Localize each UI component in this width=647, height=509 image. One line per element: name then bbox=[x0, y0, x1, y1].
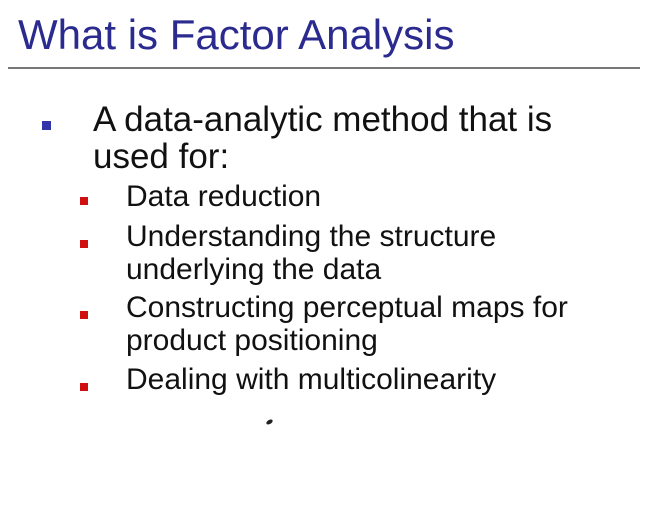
bullet-square-icon bbox=[80, 197, 88, 205]
bullet-square-icon bbox=[80, 383, 88, 391]
pointer-mark bbox=[265, 418, 274, 426]
bullet-square-icon bbox=[80, 311, 88, 319]
sub-point-text: Constructing perceptual maps for product… bbox=[126, 291, 568, 357]
slide-title: What is Factor Analysis bbox=[18, 11, 455, 58]
sub-point-text: Data reduction bbox=[126, 180, 322, 213]
title-divider bbox=[8, 67, 640, 69]
main-point-text: A data-analytic method that is used for: bbox=[93, 100, 553, 176]
bullet-square-icon bbox=[42, 121, 51, 130]
sub-point-text: Dealing with multicolinearity bbox=[126, 363, 497, 396]
sub-point-text: Understanding the structure underlying t… bbox=[126, 220, 497, 286]
bullet-square-icon bbox=[80, 240, 88, 248]
